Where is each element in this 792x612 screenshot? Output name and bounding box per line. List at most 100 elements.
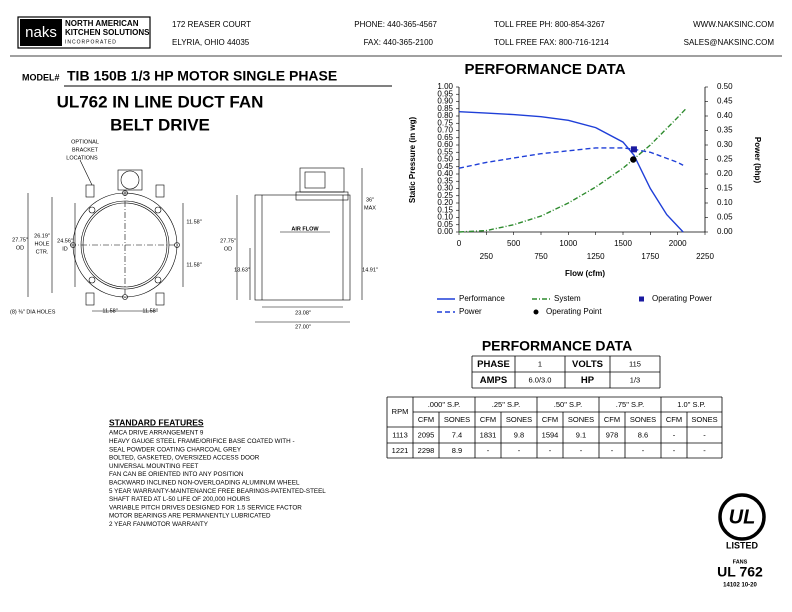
x-axis-label: Flow (cfm) (565, 269, 605, 278)
table-cell: 1831 (480, 430, 497, 439)
y2-tick-label: 0.20 (717, 169, 733, 178)
feature-item: BOLTED, GASKETED, OVERSIZED ACCESS DOOR (109, 455, 260, 462)
table-subheader: SONES (630, 415, 656, 424)
y2-tick-label: 0.35 (717, 126, 733, 135)
y-tick-label: 0.90 (437, 97, 453, 106)
x-tick-label: 2000 (669, 239, 687, 248)
table-subheader: SONES (691, 415, 717, 424)
ul-category: FANS (733, 559, 748, 565)
feature-item: SEAL POWDER COATING CHARCOAL GREY (109, 446, 242, 453)
y-tick-label: 1.00 (437, 82, 453, 91)
table-title: PERFORMANCE DATA (482, 338, 632, 354)
table-subheader: SONES (506, 415, 532, 424)
dimension-label: 26.19" (34, 233, 50, 239)
legend-label: Performance (459, 294, 505, 303)
table-header: .50" S.P. (554, 400, 582, 409)
dimension-label: OPTIONAL (71, 139, 99, 145)
y-tick-label: 0.05 (437, 220, 453, 229)
table-cell: 2298 (418, 446, 435, 455)
features-title: STANDARD FEATURES (109, 417, 204, 427)
table-subheader: CFM (418, 415, 434, 424)
address: ELYRIA, OHIO 44035 (172, 38, 250, 47)
y2-tick-label: 0.45 (717, 97, 733, 106)
chart-title: PERFORMANCE DATA (464, 61, 625, 78)
spec-cell: VOLTS (572, 359, 603, 370)
spec-cell: 1/3 (630, 375, 640, 384)
dimension-label: 11.58" (186, 219, 201, 225)
dimension-label: 11.58" (102, 308, 117, 314)
y-tick-label: 0.85 (437, 104, 453, 113)
front-view (27, 159, 184, 312)
y2-tick-label: 0.40 (717, 111, 733, 120)
ul-mark: UL (729, 506, 756, 528)
ul-code: 14102 10-20 (723, 583, 757, 589)
x-tick-label: 500 (507, 239, 521, 248)
logo-block (20, 19, 62, 46)
x-tick-label: 1250 (587, 252, 605, 261)
dimension-label: (8) ⅜" DIA HOLES (10, 309, 56, 315)
x-tick-label: 1500 (614, 239, 632, 248)
x-tick-label: 0 (457, 239, 462, 248)
email: SALES@NAKSINC.COM (684, 38, 775, 47)
model-text: TIB 150B 1/3 HP MOTOR SINGLE PHASE (67, 68, 337, 84)
phone: PHONE: 440-365-4567 (354, 20, 437, 29)
company-name: KITCHEN SOLUTIONS (65, 28, 150, 37)
table-header: RPM (392, 407, 409, 416)
dimension-label: 14.91" (362, 267, 378, 273)
dimension-label: 36" (366, 197, 374, 203)
web: WWW.NAKSINC.COM (693, 20, 774, 29)
spec-cell: 6.0/3.0 (529, 375, 552, 384)
table-cell: - (673, 446, 676, 455)
dimension-label: AIR FLOW (291, 226, 319, 232)
y-tick-label: 0.55 (437, 147, 453, 156)
dimension-label: 13.63" (234, 267, 250, 273)
y-tick-label: 0.10 (437, 213, 453, 222)
y-tick-label: 0.80 (437, 111, 453, 120)
operating-marker (630, 146, 637, 153)
feature-item: 2 YEAR FAN/MOTOR WARRANTY (109, 521, 209, 528)
y-tick-label: 0.50 (437, 155, 453, 164)
feature-item: UNIVERSAL MOUNTING FEET (109, 463, 198, 470)
ul-listed: LISTED (726, 540, 759, 550)
y-tick-label: 0.30 (437, 184, 453, 193)
dimension-label: 27.00" (295, 324, 311, 330)
y2-tick-label: 0.10 (717, 198, 733, 207)
table-subheader: CFM (604, 415, 620, 424)
table-cell: - (703, 446, 706, 455)
y2-tick-label: 0.00 (717, 227, 733, 236)
table-header: .000" S.P. (428, 400, 461, 409)
y2-tick-label: 0.25 (717, 155, 733, 164)
y-tick-label: 0.00 (437, 227, 453, 236)
table-header: .75" S.P. (616, 400, 644, 409)
y-axis-label: Static Pressure (in wg) (408, 117, 417, 204)
x-tick-label: 1750 (641, 252, 659, 261)
company-name: NORTH AMERICAN (65, 19, 139, 28)
y2-tick-label: 0.30 (717, 140, 733, 149)
logo-mark: naks (25, 24, 57, 41)
legend-label: Power (459, 307, 482, 316)
table-header: .25" S.P. (492, 400, 520, 409)
dimension-label: 23.08" (295, 310, 311, 316)
y2-tick-label: 0.15 (717, 184, 733, 193)
series-line (458, 108, 687, 233)
spec-cell: 115 (629, 359, 641, 368)
dimension-label: LOCATIONS (66, 155, 98, 161)
y-tick-label: 0.20 (437, 198, 453, 207)
ul-ring (718, 493, 766, 541)
spec-cell: 1 (538, 359, 542, 368)
table-cell: 2095 (418, 430, 435, 439)
model-label: MODEL# (22, 72, 60, 82)
dimension-label: ID (62, 246, 68, 252)
table-subheader: CFM (480, 415, 496, 424)
y-tick-label: 0.75 (437, 118, 453, 127)
table-cell: 1113 (392, 430, 408, 439)
table-cell: 9.1 (576, 430, 586, 439)
y-tick-label: 0.70 (437, 126, 453, 135)
feature-item: FAN CAN BE ORIENTED INTO ANY POSITION (109, 471, 244, 478)
table-cell: 8.6 (638, 430, 648, 439)
feature-item: MOTOR BEARINGS ARE PERMANENTLY LUBRICATE… (109, 513, 271, 520)
feature-item: BACKWARD INCLINED NON-OVERLOADING ALUMIN… (109, 479, 300, 486)
table-cell: 1594 (542, 430, 559, 439)
